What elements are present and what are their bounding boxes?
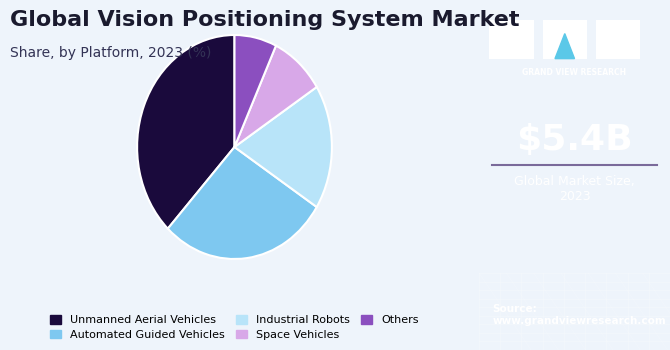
Text: Share, by Platform, 2023 (%): Share, by Platform, 2023 (%): [10, 46, 212, 60]
FancyBboxPatch shape: [543, 20, 587, 58]
Wedge shape: [234, 35, 276, 147]
Text: Global Vision Positioning System Market: Global Vision Positioning System Market: [10, 10, 519, 30]
FancyBboxPatch shape: [489, 20, 534, 58]
FancyBboxPatch shape: [596, 20, 641, 58]
Wedge shape: [137, 35, 234, 229]
Text: GRAND VIEW RESEARCH: GRAND VIEW RESEARCH: [523, 68, 626, 77]
Polygon shape: [555, 34, 574, 58]
Wedge shape: [234, 46, 317, 147]
Text: Source:
www.grandviewresearch.com: Source: www.grandviewresearch.com: [492, 304, 666, 326]
Wedge shape: [168, 147, 317, 259]
Text: Global Market Size,
2023: Global Market Size, 2023: [514, 175, 635, 203]
Text: $5.4B: $5.4B: [516, 123, 633, 157]
Wedge shape: [234, 87, 332, 207]
Legend: Unmanned Aerial Vehicles, Automated Guided Vehicles, Industrial Robots, Space Ve: Unmanned Aerial Vehicles, Automated Guid…: [46, 311, 423, 344]
